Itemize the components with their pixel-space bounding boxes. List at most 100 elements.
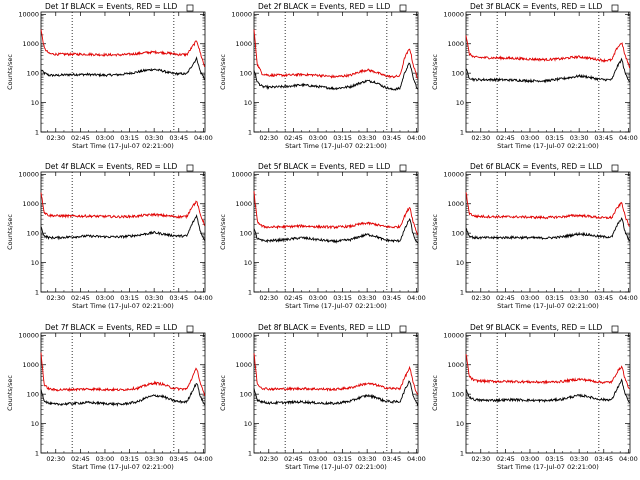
series-lld-line <box>40 29 206 68</box>
x-axis-label: Start Time (17-Jul-07 02:21:00) <box>285 142 387 150</box>
x-tick-label: 03:15 <box>333 455 352 463</box>
y-axis-label: Counts/sec <box>6 214 14 250</box>
y-axis-label: Counts/sec <box>6 54 14 90</box>
x-tick-label: 03:45 <box>594 455 613 463</box>
x-tick-label: 04:00 <box>407 455 426 463</box>
x-tick-label: 03:30 <box>570 455 589 463</box>
y-tick-label: 1 <box>460 128 464 136</box>
x-axis-label: Start Time (17-Jul-07 02:21:00) <box>72 142 174 150</box>
y-tick-label: 1 <box>460 449 464 457</box>
y-tick-label: 100 <box>27 390 39 398</box>
y-tick-label: 10 <box>244 99 252 107</box>
x-tick-label: 03:45 <box>594 134 613 142</box>
x-tick-label: 04:00 <box>194 134 213 142</box>
y-tick-label: 10 <box>456 259 464 267</box>
y-tick-label: 100 <box>452 69 464 77</box>
x-tick-label: 02:30 <box>46 134 65 142</box>
panel-title: Det 4f BLACK = Events, RED = LLD <box>45 162 178 171</box>
x-tick-label: 03:45 <box>382 294 401 302</box>
plot-frame <box>253 171 419 293</box>
panel-title: Det 5f BLACK = Events, RED = LLD <box>258 162 391 171</box>
detector-panel-5: Det 5f BLACK = Events, RED = LLD 1 10 100 10… <box>219 162 426 310</box>
x-tick-label: 03:00 <box>309 294 328 302</box>
x-tick-label: 03:00 <box>96 134 115 142</box>
y-tick-label: 1000 <box>235 200 252 208</box>
x-tick-label: 03:15 <box>120 294 139 302</box>
detector-panel-1: Det 1f BLACK = Events, RED = LLD 1 10 100 10… <box>6 2 213 150</box>
series-events-line <box>40 214 206 241</box>
y-tick-label: 10000 <box>18 171 39 179</box>
plot-frame <box>253 11 419 133</box>
series-lld-line <box>465 353 630 390</box>
y-tick-label: 10000 <box>231 11 252 19</box>
x-tick-label: 03:00 <box>309 134 328 142</box>
y-tick-label: 1 <box>460 288 464 296</box>
x-tick-label: 04:00 <box>407 294 426 302</box>
x-tick-label: 03:15 <box>120 455 139 463</box>
x-axis-label: Start Time (17-Jul-07 02:21:00) <box>497 142 599 150</box>
x-tick-label: 03:45 <box>169 134 188 142</box>
y-axis-label: Counts/sec <box>431 375 439 411</box>
series-events-line <box>40 383 205 407</box>
plot-frame <box>40 11 206 133</box>
x-tick-label: 02:30 <box>471 294 490 302</box>
y-axis-label: Counts/sec <box>219 54 227 90</box>
panel-title: Det 2f BLACK = Events, RED = LLD <box>258 2 391 11</box>
y-tick-label: 1 <box>35 449 39 457</box>
series-events-line <box>465 217 630 242</box>
x-tick-label: 02:30 <box>259 134 278 142</box>
x-tick-label: 03:15 <box>333 294 352 302</box>
x-tick-label: 04:00 <box>619 455 638 463</box>
y-axis-label: Counts/sec <box>219 214 227 250</box>
series-events-line <box>465 57 630 84</box>
y-tick-label: 10000 <box>443 11 464 19</box>
series-events-line <box>253 380 419 406</box>
y-tick-label: 1 <box>248 288 252 296</box>
x-tick-label: 02:45 <box>496 134 515 142</box>
x-tick-label: 03:00 <box>96 455 115 463</box>
x-tick-label: 03:30 <box>145 134 164 142</box>
y-tick-label: 1 <box>248 128 252 136</box>
panel-marker-box <box>611 4 619 12</box>
panel-marker-box <box>186 164 194 172</box>
panel-title: Det 3f BLACK = Events, RED = LLD <box>470 2 603 11</box>
x-tick-label: 02:45 <box>284 455 303 463</box>
y-tick-label: 1000 <box>22 361 39 369</box>
x-tick-label: 03:45 <box>382 455 401 463</box>
x-tick-label: 03:45 <box>169 455 188 463</box>
plot-frame <box>40 171 206 293</box>
x-tick-label: 03:30 <box>358 455 377 463</box>
y-tick-label: 1000 <box>447 40 464 48</box>
panel-title: Det 7f BLACK = Events, RED = LLD <box>45 323 178 332</box>
series-events-line <box>253 62 418 92</box>
x-axis-label: Start Time (17-Jul-07 02:21:00) <box>285 302 387 310</box>
x-tick-label: 03:45 <box>169 294 188 302</box>
x-tick-label: 04:00 <box>619 294 638 302</box>
x-tick-label: 03:15 <box>333 134 352 142</box>
x-axis-label: Start Time (17-Jul-07 02:21:00) <box>497 302 599 310</box>
x-tick-label: 02:45 <box>496 455 515 463</box>
y-tick-label: 10000 <box>231 171 252 179</box>
x-tick-label: 03:00 <box>521 455 540 463</box>
y-tick-label: 1000 <box>22 200 39 208</box>
series-events-line <box>40 56 206 81</box>
plot-frame <box>465 11 631 133</box>
x-tick-label: 02:30 <box>471 134 490 142</box>
panel-title: Det 9f BLACK = Events, RED = LLD <box>470 323 603 332</box>
x-tick-label: 02:45 <box>71 455 90 463</box>
panel-marker-box <box>399 164 407 172</box>
panel-marker-box <box>611 325 619 333</box>
x-tick-label: 03:15 <box>545 134 564 142</box>
y-tick-label: 1000 <box>235 361 252 369</box>
x-tick-label: 02:30 <box>46 294 65 302</box>
panel-title: Det 1f BLACK = Events, RED = LLD <box>45 2 178 11</box>
y-tick-label: 10 <box>456 420 464 428</box>
detector-panel-7: Det 7f BLACK = Events, RED = LLD 1 10 100 10… <box>6 323 213 471</box>
x-tick-label: 02:45 <box>71 134 90 142</box>
y-tick-label: 1 <box>248 449 252 457</box>
x-tick-label: 03:00 <box>96 294 115 302</box>
x-tick-label: 02:45 <box>71 294 90 302</box>
y-tick-label: 10000 <box>18 332 39 340</box>
detector-panel-8: Det 8f BLACK = Events, RED = LLD 1 10 100 10… <box>219 323 426 471</box>
